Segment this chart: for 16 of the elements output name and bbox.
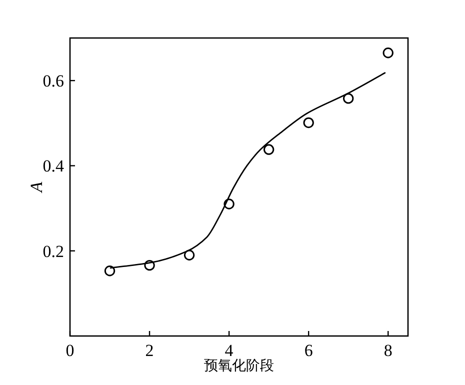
point <box>343 93 354 104</box>
y-tick-label: 0.2 <box>42 242 64 261</box>
y-tick-label: 0.6 <box>42 72 64 91</box>
x-tick-label: 6 <box>304 341 313 360</box>
x-tick-label: 2 <box>145 341 154 360</box>
x-axis-title: 预氧化阶段 <box>204 358 274 374</box>
point <box>263 144 274 155</box>
x-tick-label: 8 <box>384 341 392 360</box>
x-tick-label: 4 <box>224 341 234 360</box>
y-axis-title: A <box>26 181 46 194</box>
x-tick-label: 0 <box>66 341 74 360</box>
point <box>184 250 195 260</box>
point <box>104 266 116 276</box>
y-tick-label: 0.4 <box>42 156 64 176</box>
point <box>382 48 394 58</box>
point <box>303 117 314 128</box>
